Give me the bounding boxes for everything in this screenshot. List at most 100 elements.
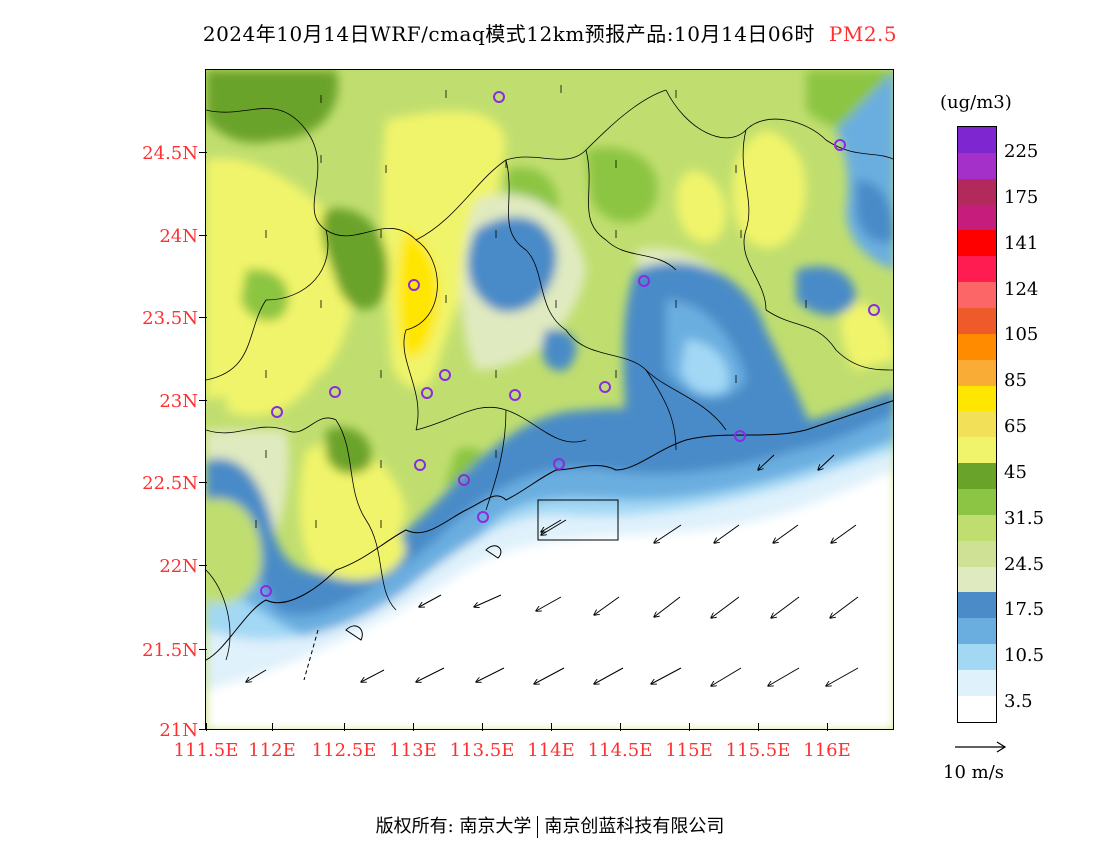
- legend-color-cell: [958, 618, 996, 645]
- lat-label: 21.5N: [142, 640, 198, 661]
- station-marker: [439, 369, 451, 381]
- legend-label: 31.5: [1004, 508, 1045, 529]
- legend-color-cell: [958, 359, 996, 386]
- legend-label: 65: [1004, 416, 1027, 437]
- legend-color-cell: [958, 514, 996, 541]
- legend-color-cell: [958, 385, 996, 412]
- lon-label: 114E: [527, 740, 575, 761]
- legend-color-cell: [958, 695, 996, 722]
- lat-label: 21N: [159, 720, 198, 741]
- chart-title: 2024年10月14日WRF/cmaq模式12km预报产品:10月14日06时 P…: [0, 18, 1100, 47]
- pm25-concentration-map: [206, 70, 893, 729]
- legend-label: 141: [1004, 233, 1039, 254]
- station-marker: [868, 304, 880, 316]
- legend-unit: (ug/m3): [940, 92, 1012, 113]
- lon-label: 115E: [665, 740, 713, 761]
- station-marker: [329, 386, 341, 398]
- legend-color-cell: [958, 178, 996, 205]
- lon-label: 115.5E: [725, 740, 791, 761]
- lon-tick: [827, 723, 828, 731]
- map-panel: [205, 69, 894, 730]
- lon-tick: [689, 723, 690, 731]
- station-marker: [553, 458, 565, 470]
- station-marker: [734, 430, 746, 442]
- lat-label: 23.5N: [142, 308, 198, 329]
- legend-color-cell: [958, 670, 996, 696]
- legend-color-cell: [958, 308, 996, 334]
- station-marker: [493, 91, 505, 103]
- lat-tick: [199, 482, 207, 483]
- lat-tick: [199, 565, 207, 566]
- legend-color-cell: [958, 204, 996, 231]
- station-marker: [408, 279, 420, 291]
- legend-label: 45: [1004, 462, 1027, 483]
- lon-label: 113.5E: [449, 740, 515, 761]
- lon-label: 111.5E: [173, 740, 239, 761]
- copyright-footer: 版权所有: 南京大学 南京创蓝科技有限公司: [0, 812, 1100, 838]
- legend-color-cell: [958, 256, 996, 283]
- lat-label: 24N: [159, 226, 198, 247]
- lat-label: 23N: [159, 391, 198, 412]
- station-marker: [414, 459, 426, 471]
- station-markers: [260, 91, 880, 597]
- legend-label: 24.5: [1004, 554, 1045, 575]
- station-marker: [638, 275, 650, 287]
- lat-tick: [199, 649, 207, 650]
- legend-label: 225: [1004, 141, 1039, 162]
- legend-label: 10.5: [1004, 645, 1045, 666]
- legend-color-cell: [958, 566, 996, 593]
- legend-color-cell: [958, 411, 996, 438]
- legend-color-cell: [958, 152, 996, 179]
- wind-key-label: 10 m/s: [943, 762, 1004, 783]
- station-marker: [599, 381, 611, 393]
- legend-color-cell: [958, 489, 996, 515]
- legend-color-cell: [958, 644, 996, 671]
- boundary-lines: [206, 89, 893, 661]
- lat-tick: [199, 152, 207, 153]
- title-species: PM2.5: [828, 22, 898, 46]
- lat-label: 24.5N: [142, 143, 198, 164]
- lon-label: 114.5E: [587, 740, 653, 761]
- lon-label: 112.5E: [311, 740, 377, 761]
- legend-label: 3.5: [1004, 691, 1033, 712]
- station-marker: [834, 139, 846, 151]
- wind-key-arrow: [955, 741, 1007, 753]
- station-marker: [271, 406, 283, 418]
- lon-tick: [551, 723, 552, 731]
- lat-label: 22N: [159, 556, 198, 577]
- legend-color-cell: [958, 540, 996, 567]
- legend-color-cell: [958, 127, 996, 153]
- legend-color-cell: [958, 463, 996, 490]
- station-marker: [477, 511, 489, 523]
- title-main: 2024年10月14日WRF/cmaq模式12km预报产品:10月14日06时: [202, 22, 815, 46]
- color-legend-bar: [957, 126, 997, 723]
- footer-separator: [537, 816, 539, 838]
- lon-tick: [482, 723, 483, 731]
- lon-tick: [344, 723, 345, 731]
- lon-label: 116E: [803, 740, 851, 761]
- station-marker: [509, 389, 521, 401]
- legend-label: 85: [1004, 370, 1027, 391]
- legend-label: 17.5: [1004, 599, 1045, 620]
- legend-color-cell: [958, 333, 996, 360]
- copyright-left: 版权所有: 南京大学: [375, 816, 532, 837]
- station-marker: [421, 387, 433, 399]
- lat-tick: [199, 400, 207, 401]
- concentration-field: [206, 70, 893, 729]
- station-marker: [260, 585, 272, 597]
- legend-color-cell: [958, 230, 996, 257]
- lat-tick: [199, 235, 207, 236]
- legend-color-cell: [958, 437, 996, 464]
- land-wind-marks: [255, 85, 807, 528]
- lon-tick: [272, 723, 273, 731]
- legend-color-cell: [958, 282, 996, 309]
- lon-tick: [620, 723, 621, 731]
- lon-label: 113E: [389, 740, 437, 761]
- lat-tick: [199, 317, 207, 318]
- wind-vectors: [246, 454, 859, 686]
- legend-label: 124: [1004, 279, 1039, 300]
- legend-label: 105: [1004, 324, 1039, 345]
- copyright-right: 南京创蓝科技有限公司: [544, 816, 725, 837]
- lon-tick: [206, 723, 207, 731]
- legend-color-cell: [958, 592, 996, 619]
